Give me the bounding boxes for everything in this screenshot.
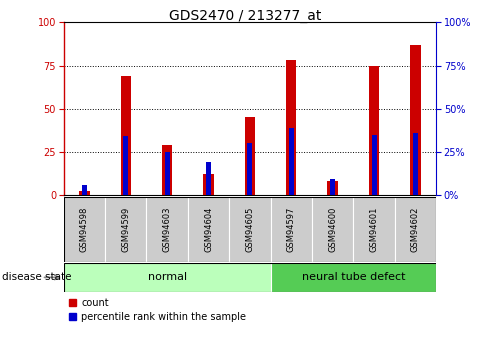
Text: GDS2470 / 213277_at: GDS2470 / 213277_at	[169, 9, 321, 23]
Text: neural tube defect: neural tube defect	[301, 273, 405, 282]
Bar	[82, 185, 87, 195]
Text: normal: normal	[147, 273, 187, 282]
Bar	[64, 263, 270, 292]
Bar	[289, 128, 294, 195]
Bar	[121, 76, 131, 195]
Text: GSM94601: GSM94601	[369, 207, 379, 252]
Text: GSM94597: GSM94597	[287, 207, 296, 252]
Bar	[247, 143, 252, 195]
Bar	[162, 145, 172, 195]
Bar	[64, 197, 105, 262]
Bar	[330, 179, 335, 195]
Bar	[369, 66, 379, 195]
Bar	[371, 135, 376, 195]
Bar	[123, 136, 128, 195]
Text: GSM94598: GSM94598	[80, 207, 89, 252]
Bar	[105, 197, 147, 262]
Bar	[353, 197, 395, 262]
Text: GSM94603: GSM94603	[163, 207, 172, 252]
Bar	[410, 45, 420, 195]
Bar	[413, 133, 418, 195]
Bar	[270, 197, 312, 262]
Text: GSM94600: GSM94600	[328, 207, 337, 252]
Bar	[312, 197, 353, 262]
Bar	[188, 197, 229, 262]
Text: GSM94599: GSM94599	[121, 207, 130, 252]
Bar	[79, 191, 90, 195]
Text: GSM94604: GSM94604	[204, 207, 213, 252]
Bar	[229, 197, 270, 262]
Text: disease state: disease state	[2, 273, 72, 282]
Text: GSM94605: GSM94605	[245, 207, 254, 252]
Bar	[165, 152, 170, 195]
Bar	[327, 181, 338, 195]
Bar	[270, 263, 436, 292]
Bar	[203, 174, 214, 195]
Bar	[206, 162, 211, 195]
Bar	[286, 60, 296, 195]
Text: GSM94602: GSM94602	[411, 207, 420, 252]
Legend: count, percentile rank within the sample: count, percentile rank within the sample	[69, 298, 246, 322]
Bar	[147, 197, 188, 262]
Bar	[395, 197, 436, 262]
Bar	[245, 117, 255, 195]
